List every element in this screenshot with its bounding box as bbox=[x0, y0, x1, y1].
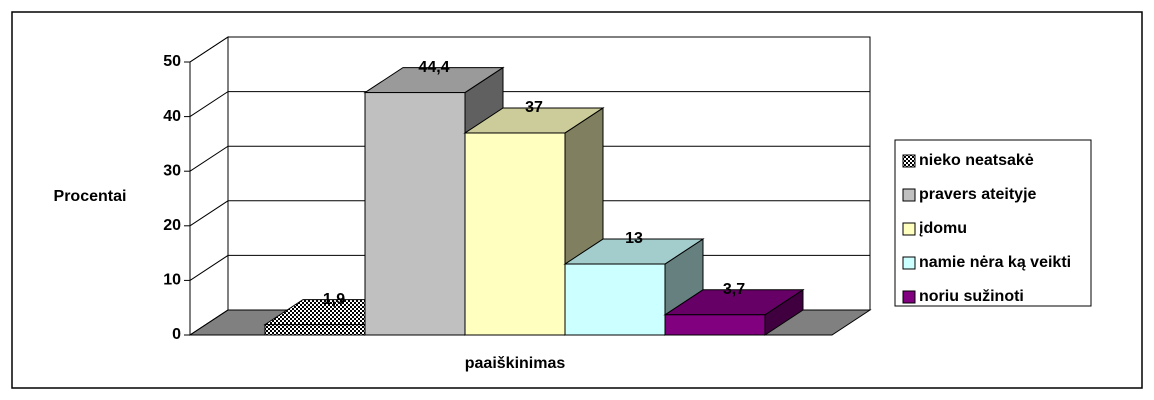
legend-swatch bbox=[902, 222, 916, 236]
y-tick-label: 40 bbox=[163, 108, 181, 125]
legend-swatch bbox=[902, 256, 916, 270]
y-tick-label: 0 bbox=[172, 326, 181, 343]
legend-swatch bbox=[902, 290, 916, 304]
data-label: 1,9 bbox=[323, 291, 345, 308]
bar bbox=[564, 263, 666, 336]
legend-swatch bbox=[902, 154, 916, 168]
grid-line bbox=[189, 145, 870, 172]
legend-label: pravers ateityje bbox=[919, 186, 1037, 203]
y-tick-label: 50 bbox=[163, 53, 181, 70]
grid-line bbox=[189, 200, 870, 227]
y-tick-label: 20 bbox=[163, 217, 181, 234]
legend-label: įdomu bbox=[919, 220, 967, 237]
legend-box bbox=[894, 139, 1092, 307]
grid-line bbox=[189, 91, 870, 118]
legend-swatch bbox=[902, 188, 916, 202]
y-tick-label: 10 bbox=[163, 272, 181, 289]
y-tick-label: 30 bbox=[163, 162, 181, 179]
data-label: 13 bbox=[625, 230, 643, 247]
legend-label: noriu sužinoti bbox=[919, 288, 1024, 305]
x-tick-label: paaiškinimas bbox=[465, 355, 566, 372]
left-wall bbox=[189, 36, 229, 336]
y-axis-title: Procentai bbox=[54, 188, 127, 205]
data-label: 37 bbox=[525, 99, 543, 116]
bar bbox=[664, 314, 766, 336]
legend-label: namie nėra ką veikti bbox=[919, 254, 1071, 271]
bar bbox=[264, 324, 366, 336]
legend-label: nieko neatsakė bbox=[919, 152, 1034, 169]
grid-line bbox=[189, 36, 870, 63]
data-label: 44,4 bbox=[418, 59, 449, 76]
data-label: 3,7 bbox=[723, 281, 745, 298]
bar bbox=[464, 132, 566, 336]
bar bbox=[364, 92, 466, 336]
